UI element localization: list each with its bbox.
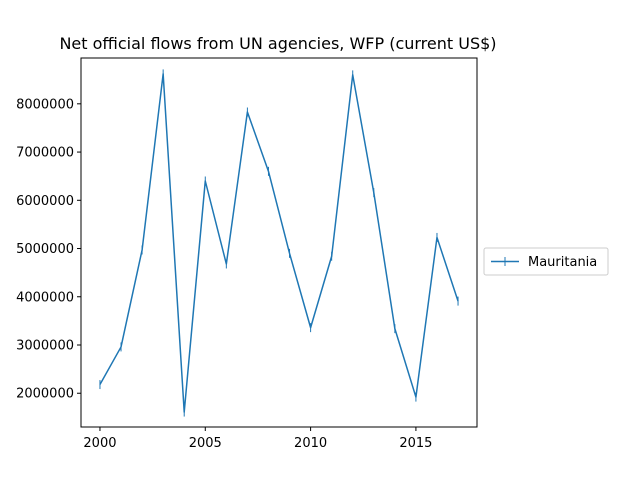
legend-label-mauritania: Mauritania bbox=[528, 255, 597, 270]
plot-area bbox=[99, 69, 459, 417]
x-tick-label: 2005 bbox=[189, 436, 222, 451]
y-tick-label: 5000000 bbox=[16, 242, 74, 257]
axes: 2000 2005 2010 2015 2000000 3000000 4000000 500… bbox=[16, 57, 478, 451]
y-tick-label: 3000000 bbox=[16, 339, 74, 354]
y-tick-label: 4000000 bbox=[16, 290, 74, 305]
legend: Mauritania bbox=[483, 247, 609, 276]
x-tick-label: 2000 bbox=[83, 436, 116, 451]
series-line-mauritania bbox=[99, 73, 459, 413]
y-tick-label: 7000000 bbox=[16, 146, 74, 161]
x-tick-label: 2015 bbox=[399, 436, 432, 451]
y-tick-label: 8000000 bbox=[16, 97, 74, 112]
chart-title: Net official flows from UN agencies, WFP… bbox=[59, 34, 496, 53]
y-tick-label: 2000000 bbox=[16, 387, 74, 402]
legend-box bbox=[483, 247, 609, 276]
y-tick-label: 6000000 bbox=[16, 194, 74, 209]
plot-frame bbox=[80, 57, 478, 428]
x-tick-label: 2010 bbox=[294, 436, 327, 451]
